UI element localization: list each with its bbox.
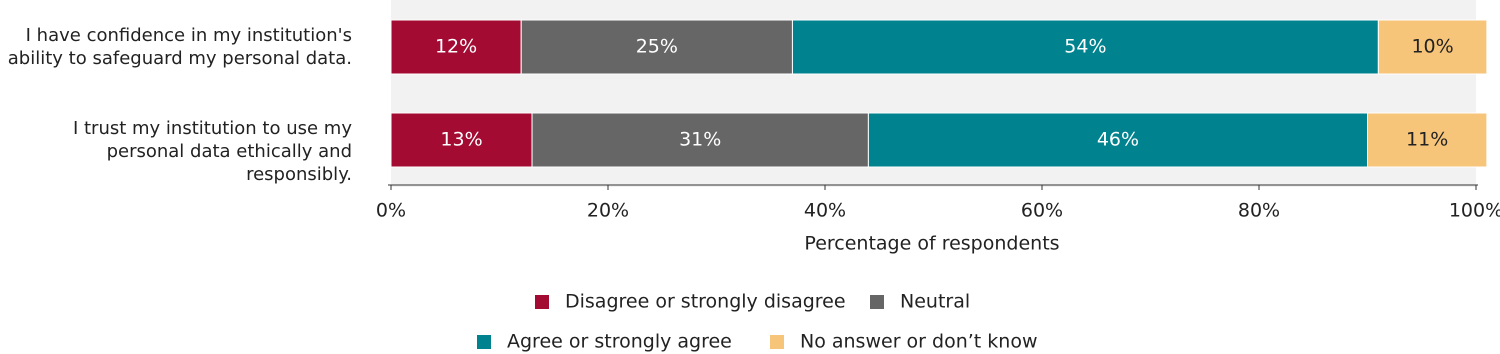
legend-swatch — [870, 295, 884, 309]
x-tick-label: 60% — [1021, 200, 1063, 222]
data-label: 46% — [1097, 129, 1139, 151]
legend-swatch — [477, 335, 491, 349]
x-axis-label: Percentage of respondents — [804, 233, 1059, 255]
legend-label: Agree or strongly agree — [507, 331, 732, 353]
category-label: I have confidence in my institution's ab… — [7, 25, 352, 69]
data-label: 12% — [435, 36, 477, 58]
x-tick-label: 100% — [1449, 200, 1500, 222]
legend-label: No answer or don’t know — [800, 331, 1037, 353]
data-label: 31% — [679, 129, 721, 151]
legend-label: Neutral — [900, 291, 970, 313]
x-tick-label: 0% — [376, 200, 406, 222]
legend-label: Disagree or strongly disagree — [565, 291, 846, 313]
bar-segment — [520, 19, 793, 75]
legend-swatch — [535, 295, 549, 309]
bar-segment — [867, 112, 1369, 168]
bar-segment — [1367, 112, 1488, 168]
x-tick-label: 80% — [1238, 200, 1280, 222]
bar-segment — [390, 19, 522, 75]
data-label: 54% — [1064, 36, 1106, 58]
data-label: 11% — [1406, 129, 1448, 151]
bar-segment — [791, 19, 1379, 75]
legend-swatch — [770, 335, 784, 349]
bar-segment — [1377, 19, 1488, 75]
category-label: I trust my institution to use my persona… — [72, 118, 352, 185]
bar-segment — [531, 112, 869, 168]
x-tick-label: 20% — [587, 200, 629, 222]
data-label: 10% — [1411, 36, 1453, 58]
data-label: 25% — [636, 36, 678, 58]
bar-segment — [390, 112, 533, 168]
x-tick-label: 40% — [804, 200, 846, 222]
data-label: 13% — [440, 129, 482, 151]
